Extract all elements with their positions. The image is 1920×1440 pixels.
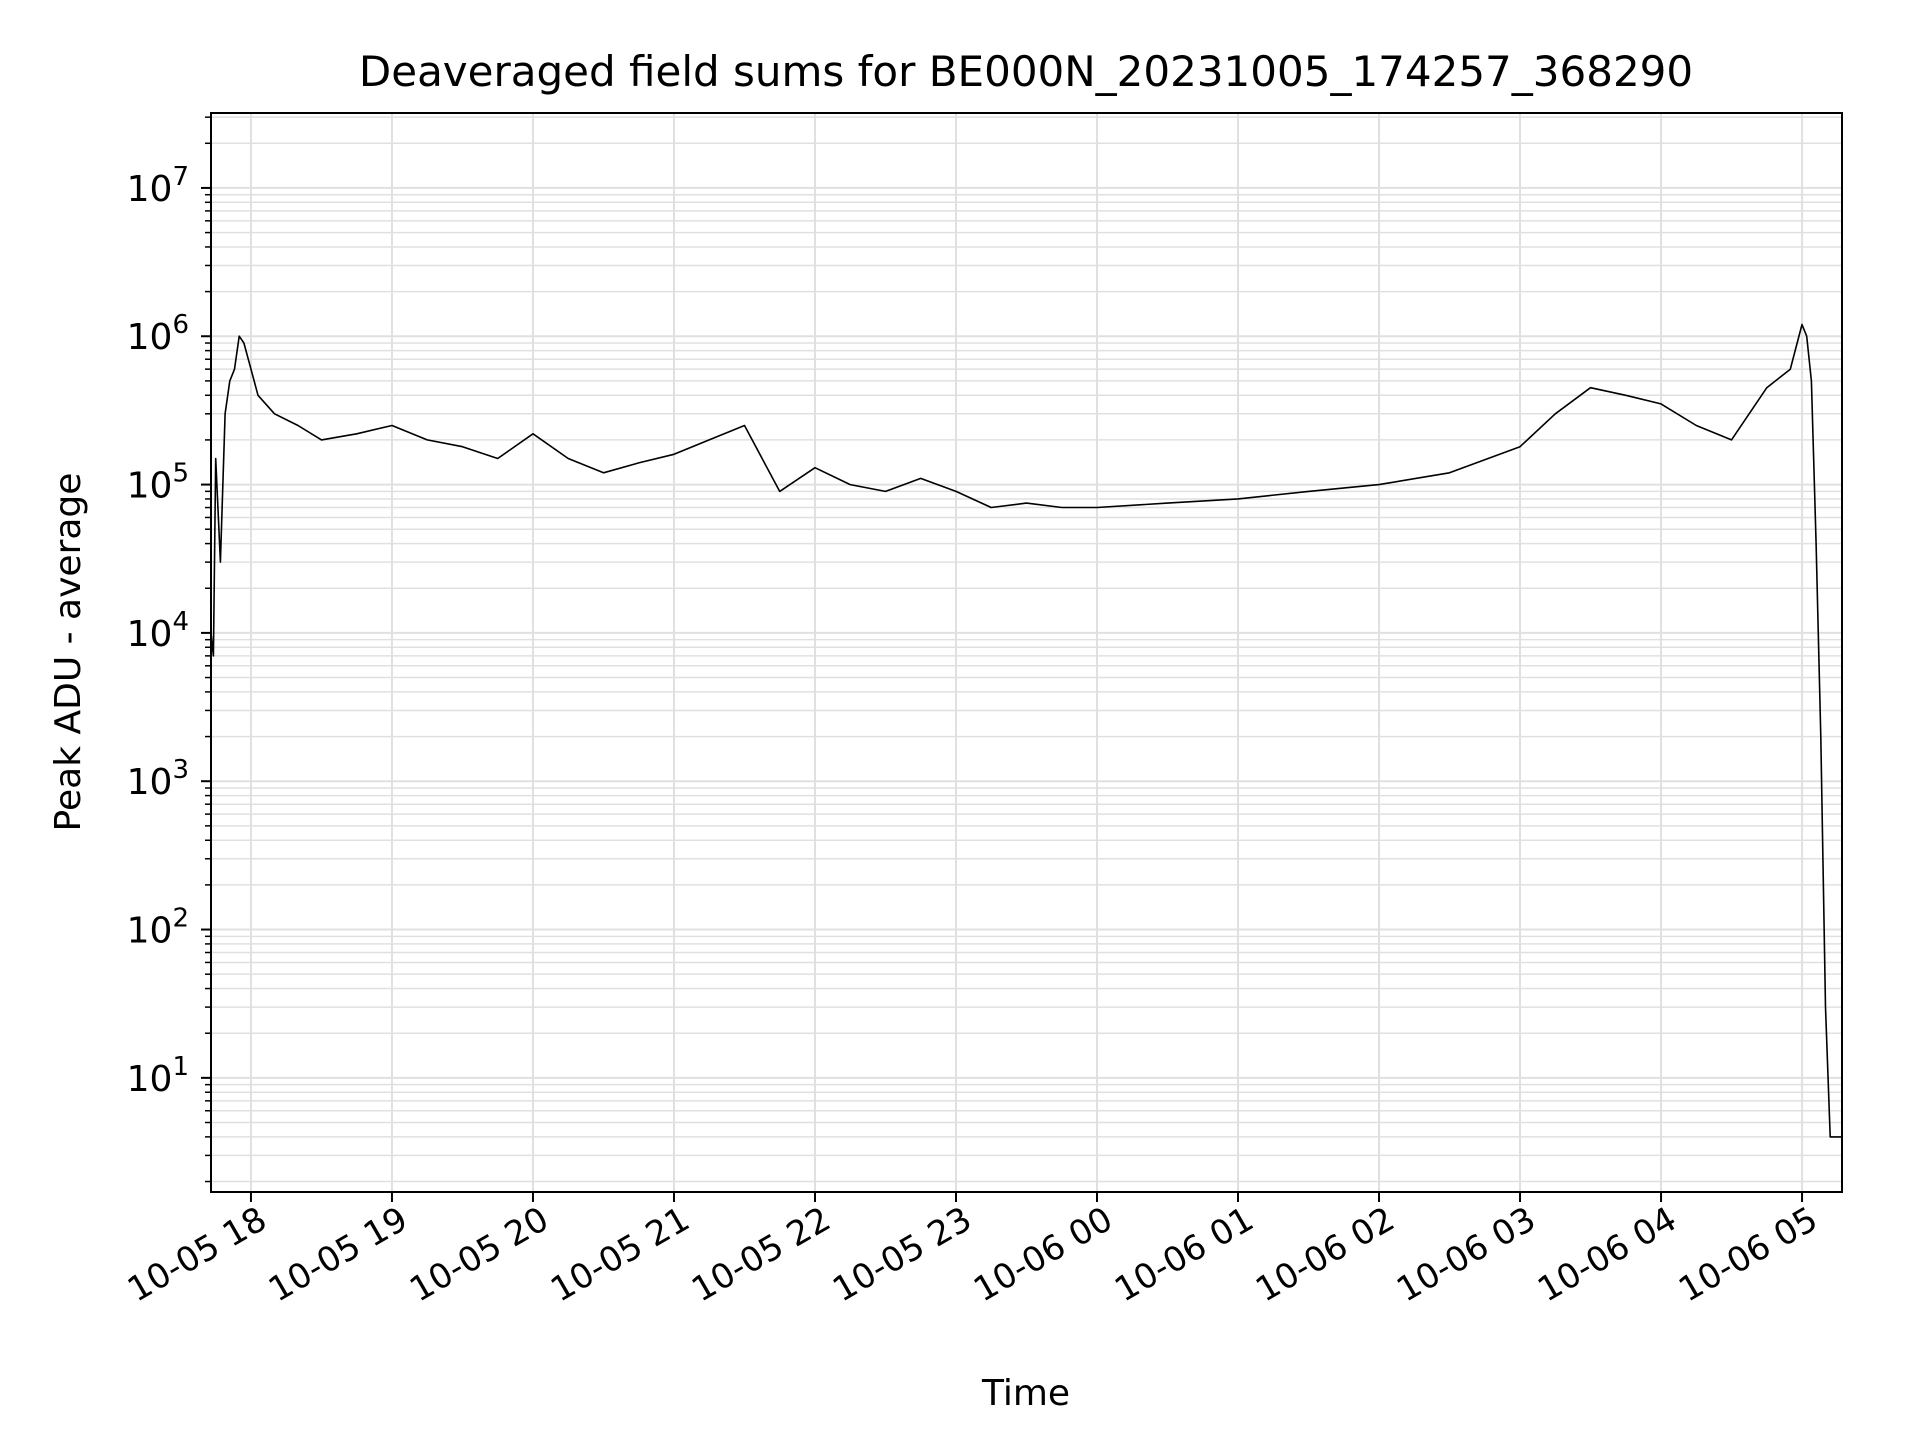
- y-tick-base: 10: [127, 317, 173, 358]
- y-tick-label: 103: [127, 755, 189, 803]
- y-tick-label: 101: [127, 1052, 189, 1100]
- y-tick-base: 10: [127, 1059, 173, 1100]
- y-tick-base: 10: [127, 169, 173, 210]
- y-tick-base: 10: [127, 466, 173, 507]
- y-tick-exponent: 1: [172, 1052, 189, 1082]
- y-tick-label: 107: [127, 162, 189, 210]
- y-tick-exponent: 3: [172, 755, 189, 785]
- y-tick-base: 10: [127, 911, 173, 952]
- y-tick-label: 104: [127, 607, 189, 655]
- y-tick-exponent: 5: [172, 459, 189, 489]
- series-group: [211, 323, 1842, 1138]
- grid: [211, 113, 1842, 1192]
- plot-frame: [210, 112, 1843, 1193]
- series-line-0: [211, 323, 1842, 1138]
- y-tick-label: 105: [127, 459, 189, 507]
- y-tick-base: 10: [127, 762, 173, 803]
- y-tick-exponent: 2: [172, 904, 189, 934]
- chart-title: Deaveraged field sums for BE000N_2023100…: [359, 47, 1693, 96]
- y-tick-exponent: 4: [172, 607, 189, 637]
- y-tick-exponent: 7: [172, 162, 189, 192]
- y-tick-exponent: 6: [172, 310, 189, 340]
- y-tick-label: 102: [127, 904, 189, 952]
- y-tick-label: 106: [127, 310, 189, 358]
- x-axis-label: Time: [981, 1373, 1070, 1414]
- y-axis-label: Peak ADU - average: [48, 473, 89, 832]
- y-tick-base: 10: [127, 614, 173, 655]
